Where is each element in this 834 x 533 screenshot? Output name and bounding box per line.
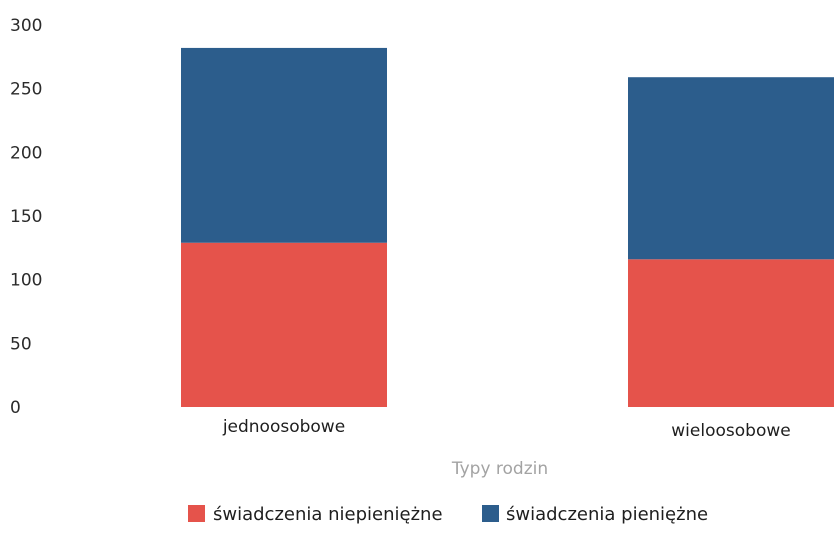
bar-segment-pieniezne-0 — [181, 47, 387, 243]
y-tick-label: 250 — [10, 80, 42, 100]
y-tick-label: 0 — [10, 398, 21, 418]
legend-label: świadczenia niepieniężne — [213, 504, 443, 525]
bar-segment-niepieniezne-1 — [628, 259, 834, 407]
y-axis-ticks: 0 50 100 150 200 250 300 — [10, 16, 42, 418]
legend-swatch — [482, 505, 499, 522]
y-tick-label: 100 — [10, 271, 42, 291]
legend: świadczenia niepieniężne świadczenia pien… — [188, 504, 708, 525]
y-tick-label: 150 — [10, 207, 42, 227]
x-axis-ticks: jednoosobowe wieloosobowe — [222, 417, 791, 441]
y-tick-label: 300 — [10, 16, 42, 36]
bar-segment-pieniezne-1 — [628, 77, 834, 260]
x-tick-label: jednoosobowe — [222, 417, 345, 437]
x-tick-label: wieloosobowe — [671, 421, 790, 441]
x-axis-title: Typy rodzin — [451, 459, 548, 479]
legend-label: świadczenia pieniężne — [506, 504, 708, 525]
y-tick-label: 50 — [10, 334, 32, 354]
bars — [181, 47, 834, 407]
bar-segment-niepieniezne-0 — [181, 242, 387, 407]
y-tick-label: 200 — [10, 143, 42, 163]
legend-swatch — [188, 505, 205, 522]
